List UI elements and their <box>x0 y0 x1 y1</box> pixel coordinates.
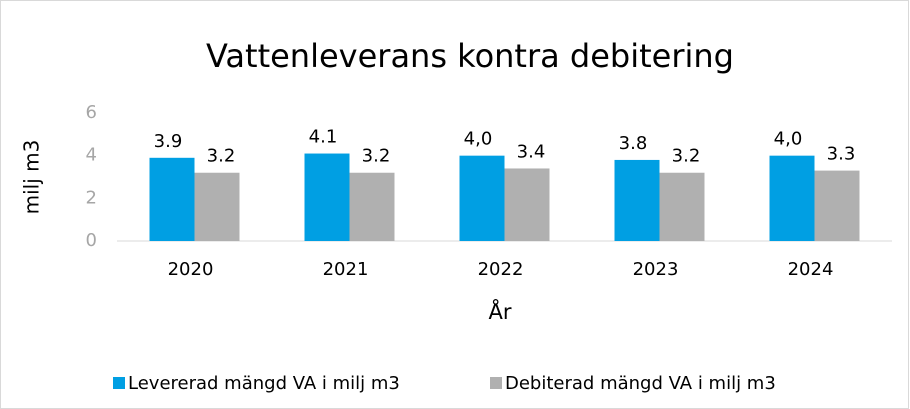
legend-swatch <box>490 377 502 389</box>
x-axis-label: År <box>489 298 512 324</box>
x-tick-label: 2021 <box>323 259 369 280</box>
data-label: 3.2 <box>362 146 391 167</box>
x-tick-label: 2023 <box>633 259 679 280</box>
data-label: 3.2 <box>672 146 701 167</box>
bar <box>149 157 195 241</box>
bar <box>304 153 350 241</box>
bar <box>614 159 660 241</box>
legend-label: Debiterad mängd VA i milj m3 <box>505 373 776 394</box>
y-tick-label: 2 <box>86 187 97 208</box>
data-label: 3.4 <box>517 141 546 162</box>
x-tick-label: 2024 <box>788 259 834 280</box>
bar <box>349 172 395 241</box>
y-axis-label: milj m3 <box>20 140 44 215</box>
chart-title: Vattenleverans kontra debitering <box>206 37 734 75</box>
bar <box>194 172 240 241</box>
y-tick-label: 6 <box>86 102 97 123</box>
bar <box>659 172 705 241</box>
bar <box>459 155 505 241</box>
data-label: 3.9 <box>154 131 183 152</box>
legend-label: Levererad mängd VA i milj m3 <box>128 373 400 394</box>
data-label: 3.2 <box>207 146 236 167</box>
data-label: 3.8 <box>619 133 648 154</box>
bar <box>814 170 860 241</box>
y-tick-label: 4 <box>86 145 97 166</box>
data-label: 3.3 <box>827 144 856 165</box>
x-tick-label: 2022 <box>478 259 524 280</box>
data-label: 4.1 <box>309 127 338 148</box>
data-label: 4,0 <box>464 129 493 150</box>
y-tick-label: 0 <box>86 230 97 251</box>
bar <box>504 168 550 241</box>
x-tick-label: 2020 <box>168 259 214 280</box>
data-label: 4,0 <box>774 129 803 150</box>
legend-swatch <box>113 377 125 389</box>
bar <box>769 155 815 241</box>
